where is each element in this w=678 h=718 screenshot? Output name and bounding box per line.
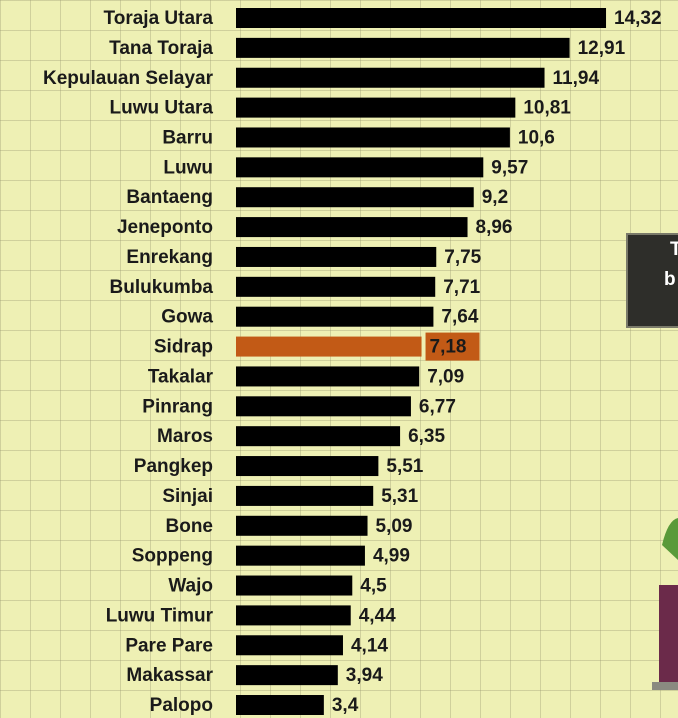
value-label: 3,94 (346, 665, 383, 686)
bar (236, 98, 515, 118)
bar (236, 366, 419, 386)
bar (236, 605, 351, 625)
bar (236, 635, 343, 655)
value-label: 7,64 (441, 307, 478, 328)
bar (236, 456, 378, 476)
bar (236, 68, 545, 88)
value-label: 7,18 (430, 337, 467, 358)
bar (236, 695, 324, 715)
value-label: 10,81 (523, 98, 571, 119)
category-label: Luwu Timur (106, 605, 214, 626)
bar (236, 396, 411, 416)
value-label: 7,75 (444, 247, 481, 268)
value-label: 6,77 (419, 396, 456, 417)
value-label: 12,91 (578, 38, 626, 59)
value-label: 11,94 (553, 68, 600, 89)
value-label: 9,57 (491, 157, 528, 178)
bar (236, 8, 606, 28)
note-text: b (664, 269, 676, 290)
bar (236, 576, 352, 596)
value-label: 10,6 (518, 127, 555, 148)
bar (236, 217, 468, 237)
bar (236, 187, 474, 207)
plant-decoration (652, 518, 678, 690)
category-label: Toraja Utara (104, 8, 214, 29)
value-label: 5,31 (381, 486, 418, 507)
value-label: 7,71 (443, 277, 480, 298)
value-label: 4,99 (373, 546, 410, 567)
page: {"chart_data": {"type": "bar", "orientat… (0, 0, 678, 718)
category-label: Sinjai (162, 486, 213, 507)
category-label: Luwu (163, 157, 213, 178)
category-label: Takalar (148, 366, 214, 387)
category-label: Wajo (168, 576, 213, 597)
category-label: Bulukumba (110, 277, 214, 298)
bar (236, 277, 435, 297)
category-label: Luwu Utara (110, 98, 214, 119)
bar (236, 546, 365, 566)
chart: Toraja Utara 14,32 Tana Toraja 12,91 Kepulau… (0, 0, 678, 718)
bar (236, 516, 368, 536)
value-label: 5,09 (376, 516, 413, 537)
value-label: 5,51 (386, 456, 423, 477)
bar (236, 247, 436, 267)
category-label: Maros (157, 426, 213, 447)
value-label: 6,35 (408, 426, 445, 447)
bar (236, 127, 510, 147)
value-label: 3,4 (332, 695, 359, 716)
note-text: T (670, 239, 678, 260)
value-label: 9,2 (482, 187, 508, 208)
category-label: Kepulauan Selayar (43, 68, 214, 89)
category-label: Sidrap (154, 337, 213, 358)
value-label: 14,32 (614, 8, 662, 29)
category-label: Pinrang (142, 396, 213, 417)
bar (236, 307, 433, 327)
category-label: Gowa (161, 307, 213, 328)
category-label: Soppeng (132, 546, 213, 567)
value-label: 7,09 (427, 366, 464, 387)
value-label: 4,14 (351, 635, 388, 656)
bar (236, 38, 570, 58)
bar (236, 337, 422, 357)
category-label: Palopo (150, 695, 213, 716)
category-label: Enrekang (126, 247, 213, 268)
category-label: Jeneponto (117, 217, 213, 238)
category-label: Makassar (126, 665, 213, 686)
category-label: Tana Toraja (109, 38, 213, 59)
value-label: 8,96 (476, 217, 513, 238)
category-label: Barru (162, 127, 213, 148)
value-label: 4,5 (360, 576, 387, 597)
bar (236, 157, 483, 177)
bar (236, 426, 400, 446)
category-label: Pare Pare (125, 635, 213, 656)
category-label: Pangkep (134, 456, 213, 477)
bar (236, 486, 373, 506)
category-label: Bone (166, 516, 214, 537)
value-label: 4,44 (359, 605, 396, 626)
category-label: Bantaeng (126, 187, 213, 208)
bar (236, 665, 338, 685)
